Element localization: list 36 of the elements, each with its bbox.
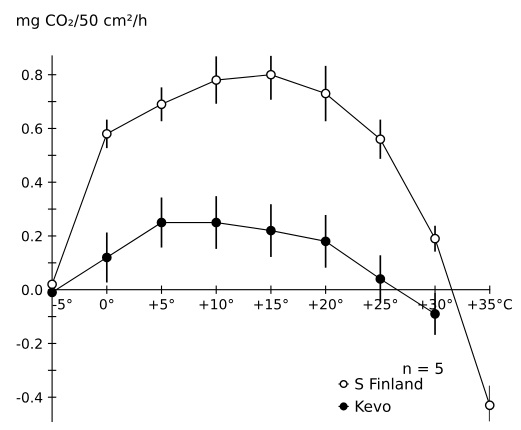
x-tick-label: 0° <box>100 298 114 310</box>
y-tick-label: 0.4 <box>22 177 42 188</box>
point <box>156 218 166 228</box>
y-tick-label: -0.4 <box>16 392 42 403</box>
point <box>211 218 222 228</box>
point <box>320 236 330 246</box>
legend-label: Kevo <box>356 400 391 412</box>
point <box>430 309 440 319</box>
x-tick-label: +15° <box>254 298 288 310</box>
annotation: n = 5 <box>404 362 443 374</box>
point <box>47 288 57 298</box>
point <box>375 274 386 284</box>
legend-label: S Finland <box>355 378 422 390</box>
y-tick-label: -0.2 <box>16 338 42 349</box>
x-tick-label: +20° <box>308 298 342 310</box>
point <box>211 75 222 85</box>
x-tick-label: +35°C <box>468 298 512 310</box>
point <box>266 226 276 236</box>
point <box>484 400 495 410</box>
point <box>320 88 330 98</box>
point <box>375 134 386 144</box>
y-tick-label: 0.0 <box>22 284 42 296</box>
x-tick-label: +25° <box>364 298 398 310</box>
x-tick-label: -5° <box>52 298 72 310</box>
y-axis-title: mg CO₂/50 cm²/h <box>17 14 146 29</box>
point <box>156 99 166 110</box>
point <box>47 279 57 290</box>
x-tick-label: +10° <box>200 298 234 310</box>
y-tick-label: 0.2 <box>22 230 42 242</box>
point <box>102 252 112 262</box>
point <box>266 70 276 80</box>
y-tick-label: 0.8 <box>22 70 42 80</box>
y-tick-label: 0.6 <box>22 123 42 134</box>
point <box>102 128 112 139</box>
point <box>430 234 440 244</box>
x-tick-label: +5° <box>149 298 174 310</box>
